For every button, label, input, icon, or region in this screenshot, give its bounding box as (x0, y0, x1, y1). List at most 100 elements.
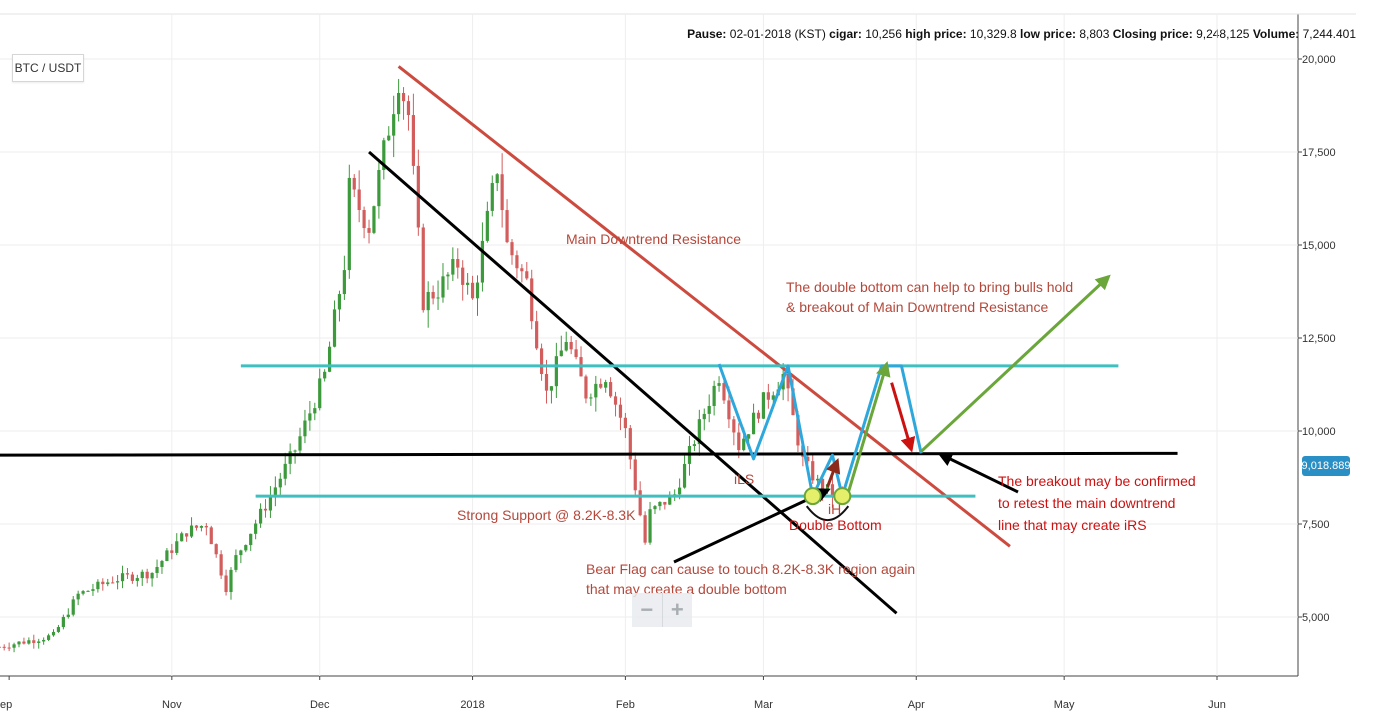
candle-body (229, 569, 233, 593)
candle-body (692, 444, 697, 446)
candle-body (180, 533, 184, 542)
current-price-badge: 9,018.889 (1302, 456, 1350, 476)
annotation-breakout-3: line that may create iRS (998, 517, 1147, 533)
candle-body (387, 135, 391, 141)
candle-body (116, 581, 120, 583)
candle-body (249, 533, 253, 546)
x-tick-label: Mar (754, 699, 773, 711)
annotation-ils: iLS (734, 471, 754, 487)
candle-body (86, 590, 90, 592)
candle-body (825, 484, 830, 491)
candle-body (160, 561, 164, 567)
zoom-in-button[interactable]: + (661, 593, 693, 627)
candle-body (510, 242, 514, 256)
candle-body (125, 573, 130, 575)
annotation-breakout-1: The breakout may be confirmed (998, 473, 1196, 489)
candle-body (618, 404, 623, 418)
annotation-double-bottom: Double Bottom (789, 517, 882, 533)
candle-body (327, 346, 332, 372)
x-tick-label: ep (0, 699, 12, 711)
symbol-selector[interactable]: BTC / USDT (12, 54, 84, 82)
candle-body (682, 463, 687, 488)
candle-body (150, 572, 154, 579)
candle-body (189, 525, 194, 537)
candle-body (76, 593, 80, 600)
candle-body (426, 291, 430, 311)
annotation-breakout-2: to retest the main downtrend (998, 495, 1175, 511)
info-value: 10,256 (865, 27, 902, 41)
info-value: 10,329.8 (969, 27, 1017, 41)
candle-body (722, 383, 726, 401)
candle-body (574, 349, 578, 358)
red-retest-arrow (890, 382, 916, 453)
candle-body (130, 574, 134, 581)
candle-body (737, 432, 741, 451)
candle-body (480, 240, 485, 283)
brown-small-arrow (826, 457, 841, 488)
candle-body (668, 494, 672, 505)
candle-body (771, 395, 775, 400)
candle-body (569, 341, 573, 350)
info-label: Volume: (1252, 27, 1300, 41)
annotation-ih: iH (828, 501, 841, 517)
candle-body (332, 309, 337, 347)
candle-body (520, 268, 524, 272)
candle-body (308, 413, 312, 421)
current-price-value: 9,018.889 (1301, 460, 1351, 472)
candle-body (648, 509, 652, 543)
candle-body (756, 412, 761, 419)
candle-body (766, 392, 770, 400)
candle-body (234, 555, 238, 570)
candle-body (530, 278, 534, 322)
candle-body (806, 456, 810, 462)
candle-body (401, 92, 406, 102)
candle-body (451, 259, 455, 275)
candle-body (46, 635, 51, 640)
candle-body (263, 508, 268, 511)
candle-body (609, 382, 613, 397)
candle-body (446, 274, 450, 277)
candle-body (515, 255, 519, 269)
candle-body (303, 420, 307, 437)
candle-body (535, 321, 539, 349)
candle-body (37, 641, 41, 643)
y-tick-label: 7,500 (1302, 519, 1330, 531)
candle-body (96, 581, 100, 590)
info-value: 02-01-2018 (KST) (729, 27, 826, 41)
candle-body (406, 101, 411, 116)
annotation-strong-support: Strong Support @ 8.2K-8.3K (457, 507, 636, 523)
candle-body (392, 114, 396, 136)
candle-body (51, 631, 56, 636)
candle-body (678, 487, 682, 495)
candle-body (362, 210, 366, 229)
candle-body (155, 566, 159, 573)
candle-body (796, 415, 800, 446)
candle-body (382, 140, 386, 170)
zoom-out-button[interactable]: − (640, 597, 654, 622)
candle-body (352, 177, 356, 190)
pattern-w-right (840, 364, 923, 497)
candle-body (604, 382, 608, 388)
candle-body (145, 571, 149, 579)
candle-body (441, 276, 445, 298)
candle-body (791, 388, 795, 416)
candle-body (490, 183, 494, 211)
candle-body (554, 356, 558, 387)
x-tick-label: Apr (908, 699, 925, 711)
candle-body (27, 640, 31, 644)
x-tick-label: Feb (616, 699, 635, 711)
candle-body (224, 575, 228, 593)
zoom-control: − + (632, 593, 692, 627)
candle-body (22, 641, 26, 644)
candle-body (643, 515, 647, 543)
candle-body (71, 599, 75, 615)
ohlc-info-bar: Pause: 02-01-2018 (KST) cigar: 10,256 hi… (687, 27, 1356, 41)
candle-body (436, 297, 440, 299)
candle-body (2, 646, 6, 648)
candle-body (495, 174, 499, 184)
candle-body (663, 501, 667, 505)
candle-body (525, 271, 529, 279)
x-tick-label: Dec (310, 699, 330, 711)
candle-body (61, 616, 65, 628)
